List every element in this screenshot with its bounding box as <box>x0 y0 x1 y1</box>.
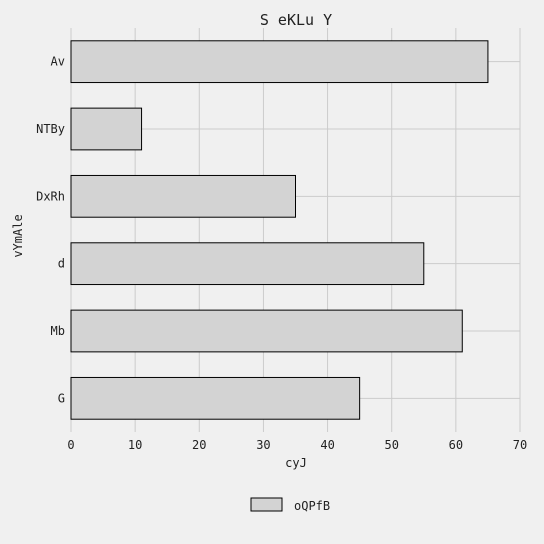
bar-G <box>70 376 361 420</box>
grid-lines <box>70 28 521 432</box>
bars <box>70 40 489 420</box>
y-tick-label: NTBy <box>36 122 65 136</box>
y-tick-label: Mb <box>51 324 65 338</box>
chart-title: S eKLu Y <box>260 11 332 29</box>
x-tick-label: 20 <box>192 438 206 452</box>
y-tick-label: d <box>58 257 65 271</box>
x-tick-label: 50 <box>384 438 398 452</box>
x-tick-label: 40 <box>320 438 334 452</box>
x-tick-label: 60 <box>449 438 463 452</box>
legend-label: oQPfB <box>294 499 330 513</box>
bar-Av <box>70 40 489 84</box>
y-tick-label: DxRh <box>36 189 65 203</box>
x-axis-label: cyJ <box>285 456 307 470</box>
x-tick-label: 30 <box>256 438 270 452</box>
y-tick-label: Av <box>51 55 65 69</box>
x-tick-labels: 0 10 20 30 40 50 60 70 <box>67 438 527 452</box>
y-axis-label: vYmAle <box>11 214 25 257</box>
legend: oQPfB <box>250 497 330 513</box>
x-tick-label: 10 <box>128 438 142 452</box>
bar-NTBy <box>70 107 143 151</box>
y-tick-labels: Av NTBy DxRh d Mb G <box>36 55 65 406</box>
x-tick-label: 70 <box>513 438 527 452</box>
bar-Mb <box>70 309 463 353</box>
legend-swatch <box>250 497 283 512</box>
bar-DxRh <box>70 174 296 218</box>
x-tick-label: 0 <box>67 438 74 452</box>
bar-d <box>70 242 425 286</box>
y-tick-label: G <box>58 391 65 405</box>
